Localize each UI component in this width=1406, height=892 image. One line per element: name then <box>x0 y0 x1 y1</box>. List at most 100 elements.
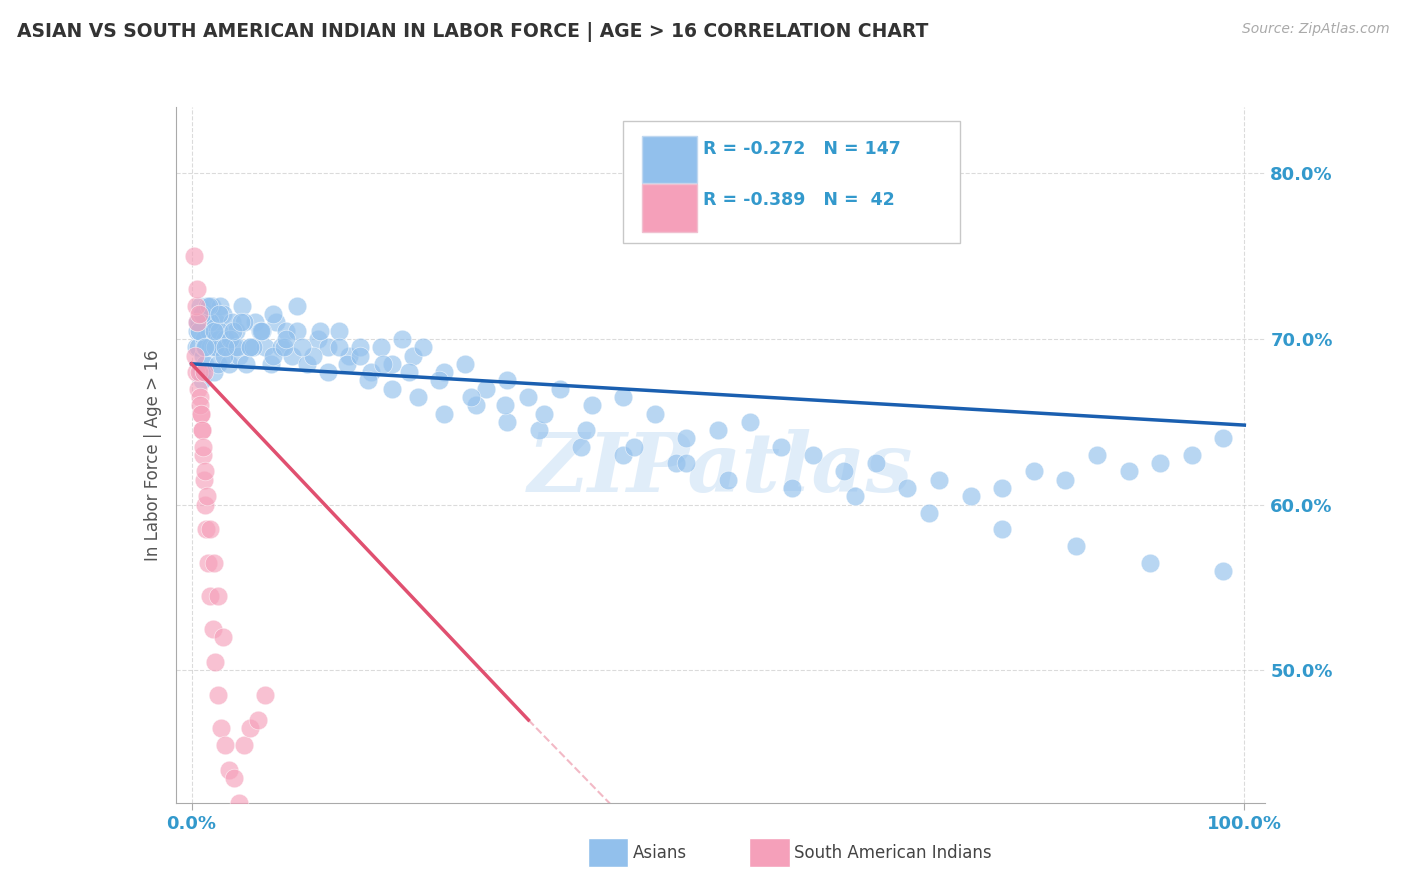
Point <box>349 349 371 363</box>
Point <box>186 315 208 329</box>
Text: Source: ZipAtlas.com: Source: ZipAtlas.com <box>1241 22 1389 37</box>
Point <box>195 489 218 503</box>
Point <box>548 382 571 396</box>
FancyBboxPatch shape <box>623 121 960 243</box>
Point <box>780 481 803 495</box>
Point <box>398 365 420 379</box>
Point <box>318 340 340 354</box>
Point <box>242 340 264 354</box>
Y-axis label: In Labor Force | Age > 16: In Labor Force | Age > 16 <box>143 349 162 561</box>
Point <box>357 373 380 387</box>
Point <box>262 349 284 363</box>
Point <box>832 465 855 479</box>
Point <box>186 282 208 296</box>
Point <box>991 481 1014 495</box>
Point <box>896 481 918 495</box>
Point <box>717 473 740 487</box>
Point <box>214 340 236 354</box>
Point <box>184 299 207 313</box>
Point <box>454 357 477 371</box>
Point <box>801 448 824 462</box>
Point <box>1212 564 1234 578</box>
Point <box>207 357 229 371</box>
Point <box>198 324 221 338</box>
Text: R = -0.272   N = 147: R = -0.272 N = 147 <box>703 140 901 159</box>
Point <box>250 324 273 338</box>
Point <box>569 440 592 454</box>
Point <box>186 324 208 338</box>
Point <box>191 307 214 321</box>
FancyBboxPatch shape <box>643 136 696 183</box>
Text: Asians: Asians <box>633 844 686 862</box>
Point <box>183 349 205 363</box>
Point <box>1149 456 1171 470</box>
Point <box>200 523 222 537</box>
Point <box>193 365 215 379</box>
Point <box>200 340 222 354</box>
Point <box>270 340 292 354</box>
Point <box>202 324 225 338</box>
Point <box>194 498 217 512</box>
Point <box>239 721 262 735</box>
Point <box>239 340 262 354</box>
Point <box>194 357 217 371</box>
Point <box>231 299 253 313</box>
Point <box>412 340 434 354</box>
Point <box>208 324 231 338</box>
Point <box>204 340 226 354</box>
Point <box>221 324 243 338</box>
Point <box>222 340 245 354</box>
Point <box>738 415 761 429</box>
Point <box>575 423 598 437</box>
Point <box>401 349 423 363</box>
Point <box>770 440 793 454</box>
Point <box>707 423 730 437</box>
Point <box>201 622 224 636</box>
Point <box>1064 539 1087 553</box>
Point <box>188 390 211 404</box>
Point <box>349 340 371 354</box>
Point <box>212 349 235 363</box>
Point <box>207 688 229 702</box>
Point <box>219 332 242 346</box>
Point <box>228 349 250 363</box>
Point <box>464 398 486 412</box>
Point <box>187 382 209 396</box>
Point <box>187 340 209 354</box>
Point <box>187 307 209 321</box>
Point <box>204 324 226 338</box>
Point <box>214 332 236 346</box>
Point <box>517 390 540 404</box>
Point <box>1118 465 1140 479</box>
Point <box>612 390 634 404</box>
Point <box>233 315 256 329</box>
Point <box>190 365 212 379</box>
Point <box>1139 556 1161 570</box>
Point <box>191 423 214 437</box>
Point <box>318 365 340 379</box>
Point <box>191 448 214 462</box>
Point <box>193 340 215 354</box>
Point <box>198 299 221 313</box>
Point <box>381 382 404 396</box>
Point <box>309 324 332 338</box>
Point <box>200 299 222 313</box>
Point <box>675 431 697 445</box>
Point <box>1054 473 1077 487</box>
Text: South American Indians: South American Indians <box>794 844 993 862</box>
Point <box>201 340 224 354</box>
Point <box>460 390 482 404</box>
Point <box>336 357 359 371</box>
Point <box>190 307 212 321</box>
Point <box>1085 448 1108 462</box>
Point <box>675 456 697 470</box>
Point <box>218 763 240 777</box>
Point <box>360 365 382 379</box>
Point <box>381 357 404 371</box>
Point <box>218 357 240 371</box>
Text: ASIAN VS SOUTH AMERICAN INDIAN IN LABOR FORCE | AGE > 16 CORRELATION CHART: ASIAN VS SOUTH AMERICAN INDIAN IN LABOR … <box>17 22 928 42</box>
Point <box>228 796 250 810</box>
Point <box>406 390 429 404</box>
Point <box>496 373 519 387</box>
Point <box>433 407 456 421</box>
